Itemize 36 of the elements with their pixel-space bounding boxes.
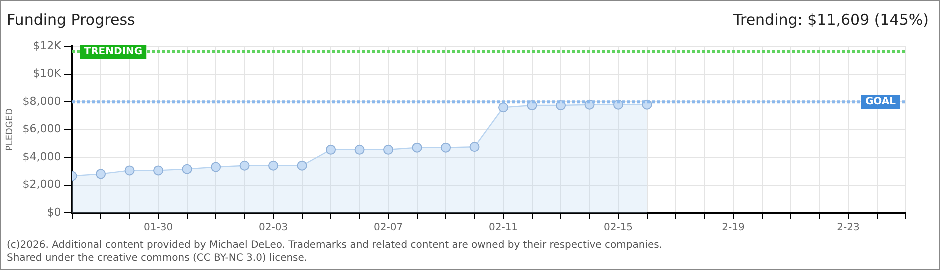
y-tick-label: $2,000 [22, 178, 62, 192]
x-tick-label: 01-30 [144, 222, 174, 234]
y-tick-label: $4,000 [22, 150, 62, 164]
point [182, 164, 192, 174]
point [498, 102, 509, 113]
point [96, 169, 106, 180]
point [124, 166, 135, 176]
y-tick-label: $10K [33, 67, 62, 80]
point [441, 142, 452, 153]
y-tick-label: $0 [47, 206, 62, 219]
y-tick-label: $12K [33, 39, 62, 52]
chart-title: Funding Progress [7, 11, 136, 29]
x-tick-label: 2-23 [837, 222, 860, 234]
point [154, 166, 164, 176]
x-tick-label: 2-19 [722, 222, 745, 234]
point [297, 160, 308, 171]
x-tick-label: 02-15 [604, 222, 634, 234]
x-tick-label: 02-07 [374, 222, 404, 234]
point [211, 162, 222, 172]
x-tick-label: 02-03 [259, 222, 288, 234]
y-tick-label: $6,000 [22, 122, 62, 136]
x-tick-label: 02-11 [488, 222, 518, 234]
point [384, 144, 394, 155]
chart-subtitle: Trending: $11,609 (145%) [734, 11, 929, 29]
point [412, 142, 422, 153]
ref-line-label: GOAL [865, 96, 897, 108]
ref-line-label: TRENDING [84, 46, 143, 58]
point [326, 144, 336, 155]
text: (c)2026. Additional content provided by Michael DeLeo. Trademarks and related content are owned by their respective companies. [7, 239, 662, 252]
y-tick-label: $8,000 [22, 94, 62, 108]
text: Shared under the creative commons (CC BY-NC 3.0) license. [7, 252, 309, 265]
point [470, 142, 480, 152]
point [354, 144, 365, 155]
point [240, 160, 250, 171]
point [268, 160, 279, 171]
y-axis-title: PLEDGED [6, 108, 16, 152]
